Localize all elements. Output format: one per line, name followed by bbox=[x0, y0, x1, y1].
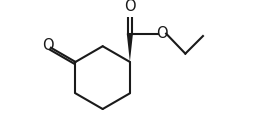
Polygon shape bbox=[127, 34, 133, 62]
Text: O: O bbox=[156, 26, 168, 41]
Text: O: O bbox=[124, 0, 136, 14]
Text: O: O bbox=[42, 38, 53, 53]
